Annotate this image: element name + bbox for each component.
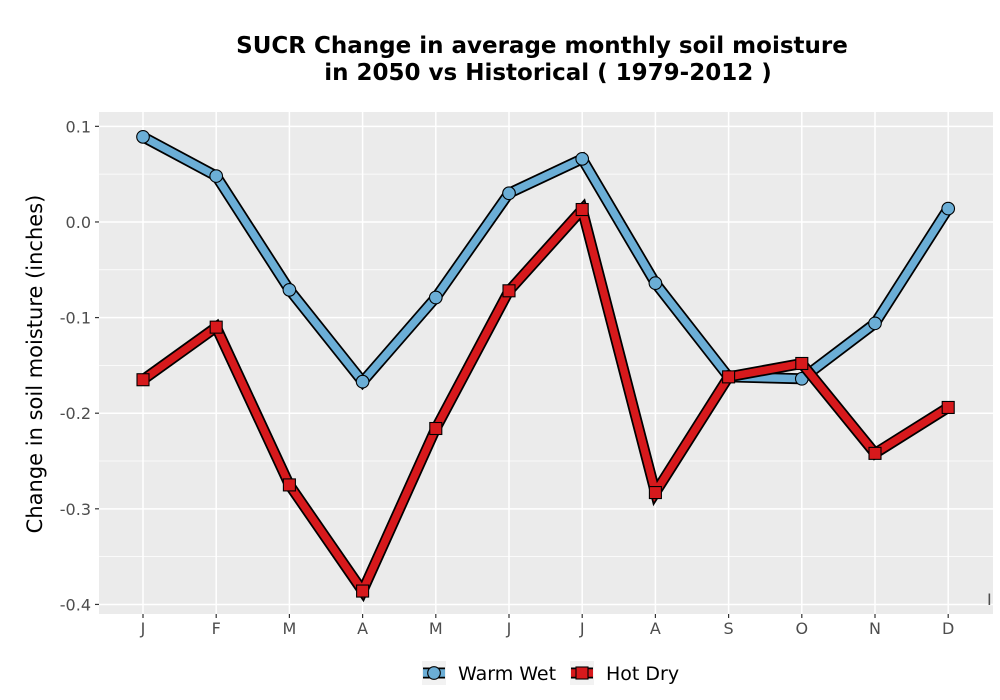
y-tick-label: -0.1 (60, 309, 91, 328)
legend-marker (575, 666, 589, 680)
x-tick-label: J (140, 619, 146, 638)
legend-marker (427, 666, 441, 680)
x-tick-label: M (429, 619, 443, 638)
data-point (136, 130, 150, 144)
data-point (868, 446, 882, 460)
y-tick-label: -0.3 (60, 500, 91, 519)
data-point (575, 152, 590, 166)
x-tick-label: F (212, 619, 221, 638)
legend-label: Hot Dry (606, 663, 679, 685)
legend-item-warm-wet: Warm Wet (422, 661, 556, 685)
series-line (140, 201, 951, 599)
series-line (141, 133, 952, 388)
x-tick-label: D (942, 619, 954, 638)
x-tick-label: M (282, 619, 296, 638)
x-tick-label: A (357, 619, 368, 638)
data-point (648, 486, 662, 500)
data-point (136, 373, 150, 387)
data-point (282, 478, 296, 492)
data-point (356, 584, 370, 598)
chart-title-line-1: SUCR Change in average monthly soil mois… (236, 33, 848, 59)
data-point (575, 202, 589, 217)
x-tick-label: J (579, 619, 585, 638)
data-point (722, 370, 736, 384)
chart-title-line-2: in 2050 vs Historical ( 1979-2012 ) (324, 60, 771, 86)
data-point (429, 421, 443, 436)
y-axis-label: Change in soil moisture (inches) (23, 195, 47, 534)
y-tick-label: -0.4 (60, 595, 91, 614)
x-tick-label: A (650, 619, 661, 638)
data-point (209, 320, 223, 334)
plot-panel (99, 112, 993, 614)
x-tick-label: N (869, 619, 881, 638)
data-point (941, 400, 955, 415)
y-tick-label: 0.0 (66, 213, 91, 232)
data-point (868, 316, 882, 331)
data-point (282, 283, 297, 297)
series-warm-wet (136, 130, 956, 391)
data-point (502, 284, 516, 298)
data-point (941, 201, 956, 216)
y-tick-label: 0.1 (66, 117, 91, 136)
data-point (209, 169, 224, 183)
x-tick-label: J (506, 619, 512, 638)
y-axis: 0.1 0.0 -0.1 -0.2 -0.3 -0.4 (60, 117, 99, 614)
grid-lines (99, 112, 993, 614)
data-point (648, 276, 663, 291)
legend-label: Warm Wet (458, 663, 556, 685)
data-point (355, 374, 370, 389)
legend-item-hot-dry: Hot Dry (570, 661, 679, 685)
stray-mark: I (987, 590, 992, 609)
data-series (136, 130, 956, 603)
data-point (428, 290, 443, 305)
data-point (795, 356, 809, 371)
data-point (502, 186, 516, 201)
series-hot-dry (136, 198, 955, 603)
x-tick-label: S (724, 619, 734, 638)
y-tick-label: -0.2 (60, 404, 91, 423)
legend: Warm Wet Hot Dry (422, 661, 679, 685)
x-tick-label: O (796, 619, 809, 638)
